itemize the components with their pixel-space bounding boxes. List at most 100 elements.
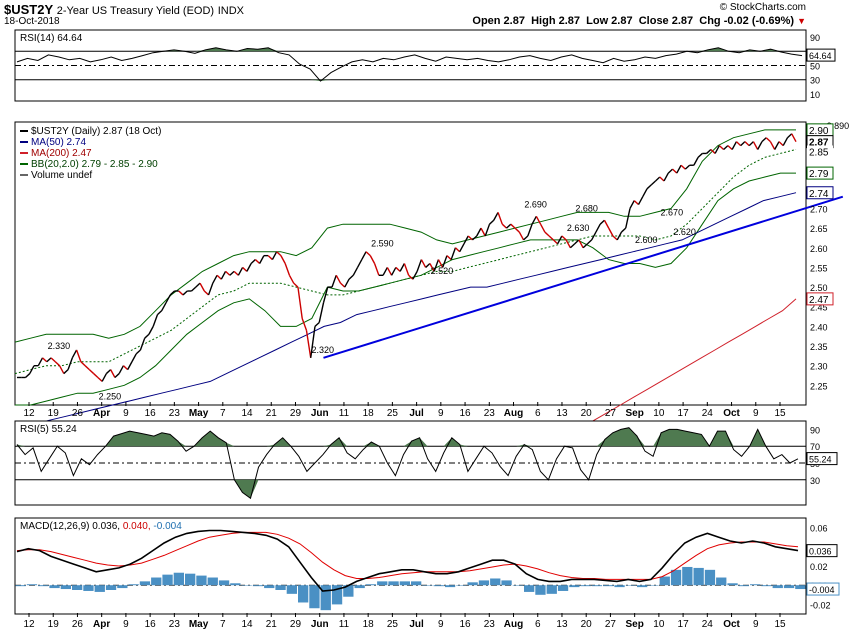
price-segment bbox=[544, 231, 550, 237]
macd-x-tick-label: 17 bbox=[678, 619, 690, 630]
price-legend-label: MA(50) 2.74 bbox=[31, 137, 86, 148]
price-segment bbox=[259, 255, 265, 264]
price-segment bbox=[731, 141, 738, 150]
price-ytick: 2.60 bbox=[810, 244, 828, 254]
macd-hist-bar bbox=[207, 577, 218, 586]
price-segment bbox=[340, 282, 346, 288]
price-x-tick-label: 9 bbox=[438, 408, 444, 419]
macd-hist-bar bbox=[478, 580, 490, 586]
macd-hist-bar bbox=[320, 585, 331, 611]
price-segment bbox=[322, 286, 329, 303]
price-segment bbox=[603, 219, 610, 229]
macd-x-tick-label: Jun bbox=[311, 619, 329, 630]
macd-x-tick-label: May bbox=[189, 619, 209, 630]
price-segment bbox=[561, 235, 567, 241]
bb-lower-label: 2.79 bbox=[806, 166, 834, 180]
macd-hist-bar bbox=[670, 569, 682, 586]
price-x-tick-label: 21 bbox=[266, 408, 278, 419]
price-segment bbox=[101, 373, 108, 382]
rsi14-last-label-box bbox=[806, 48, 836, 62]
price-segment bbox=[706, 148, 712, 154]
price-segment bbox=[752, 141, 759, 150]
price-segment bbox=[203, 290, 210, 296]
price-segment bbox=[178, 290, 184, 296]
macd-x-tick-label: 9 bbox=[438, 619, 444, 630]
price-segment bbox=[369, 255, 376, 264]
price-segment bbox=[67, 357, 73, 370]
rsi5-panel bbox=[14, 420, 807, 506]
price-segment bbox=[271, 251, 278, 260]
price-segment bbox=[37, 357, 44, 367]
bb-upper-label-text: 2.90 bbox=[809, 126, 829, 137]
price-segment bbox=[446, 255, 452, 261]
macd-x-tick-label: 9 bbox=[123, 619, 129, 630]
price-segment bbox=[144, 333, 150, 339]
price-segment bbox=[527, 223, 533, 237]
price-segment bbox=[71, 349, 78, 359]
price-segment bbox=[493, 212, 499, 221]
bb-upper-label: 2.90 bbox=[806, 123, 834, 137]
rsi5-last-label-box bbox=[806, 452, 838, 466]
price-segment bbox=[301, 318, 308, 331]
price-segment bbox=[114, 373, 120, 379]
price-x-tick-label: Apr bbox=[93, 408, 110, 419]
price-segment bbox=[293, 282, 299, 288]
price-segment bbox=[105, 369, 112, 375]
price-segment bbox=[642, 188, 648, 198]
price-x-tick-label: 16 bbox=[145, 408, 157, 419]
macd-last-label-box bbox=[806, 544, 838, 558]
price-segment bbox=[714, 145, 720, 154]
macd-x-tick-label: 12 bbox=[23, 619, 35, 630]
ma200-label-box bbox=[806, 292, 834, 306]
macd-hist-label-text: -0.004 bbox=[809, 585, 835, 595]
price-segment bbox=[497, 212, 503, 225]
price-segment bbox=[727, 145, 733, 151]
macd-hist-label-box bbox=[806, 582, 840, 596]
price-segment bbox=[348, 274, 354, 280]
macd-x-tick-label: Jul bbox=[409, 619, 424, 630]
open-value: Open 2.87 bbox=[472, 15, 525, 27]
price-x-tick-label: Jul bbox=[409, 408, 424, 419]
rsi14-ytick: 10 bbox=[810, 90, 820, 100]
macd-hist-bar bbox=[637, 585, 648, 588]
price-segment bbox=[135, 349, 141, 355]
rsi5-line bbox=[16, 427, 799, 500]
macd-hist-bar bbox=[546, 585, 557, 594]
macd-hist-bar bbox=[659, 576, 670, 586]
price-segment bbox=[97, 376, 103, 382]
price-annotation: 2.330 bbox=[48, 341, 71, 351]
price-segment bbox=[361, 251, 367, 260]
price-segment bbox=[663, 172, 669, 182]
macd-ytick: -0.02 bbox=[810, 600, 831, 610]
macd-x-tick-label: 15 bbox=[774, 619, 786, 630]
ma50-label-text: 2.74 bbox=[809, 189, 829, 200]
macd-hist-bar bbox=[795, 585, 806, 590]
macd-x-tick-label: 20 bbox=[581, 619, 593, 630]
price-segment bbox=[165, 294, 171, 304]
macd-hist-bar bbox=[738, 585, 749, 587]
price-segment bbox=[655, 176, 661, 182]
ma200-label: 2.47 bbox=[806, 292, 834, 306]
price-segment bbox=[659, 176, 665, 182]
price-x-tick-label: Oct bbox=[723, 408, 740, 419]
price-segment bbox=[761, 137, 767, 143]
macd-legend-main: MACD(12,26,9) 0.036, bbox=[20, 521, 123, 532]
price-segment bbox=[676, 164, 682, 174]
price-segment bbox=[599, 219, 605, 225]
price-ytick: 2.35 bbox=[810, 342, 828, 352]
price-segment bbox=[710, 148, 716, 154]
price-legend-label: $UST2Y (Daily) 2.87 (18 Oct) bbox=[31, 126, 161, 137]
macd-x-tick-label: 11 bbox=[339, 619, 350, 630]
macd-hist-bar bbox=[72, 585, 83, 590]
price-x-tick-label: 23 bbox=[169, 408, 181, 419]
rsi14-panel bbox=[14, 29, 807, 102]
macd-hist-bar bbox=[218, 580, 230, 586]
price-segment bbox=[552, 239, 559, 245]
macd-panel-frame bbox=[14, 517, 807, 615]
chart-title: $UST2Y 2-Year US Treasury Yield (EOD) IN… bbox=[4, 2, 244, 17]
macd-signal-line bbox=[16, 531, 799, 580]
macd-hist-bar bbox=[264, 585, 275, 589]
close-value: Close 2.87 bbox=[638, 15, 694, 27]
macd-x-tick-label: Aug bbox=[504, 619, 523, 630]
chart-header: $UST2Y 2-Year US Treasury Yield (EOD) IN… bbox=[0, 0, 850, 28]
